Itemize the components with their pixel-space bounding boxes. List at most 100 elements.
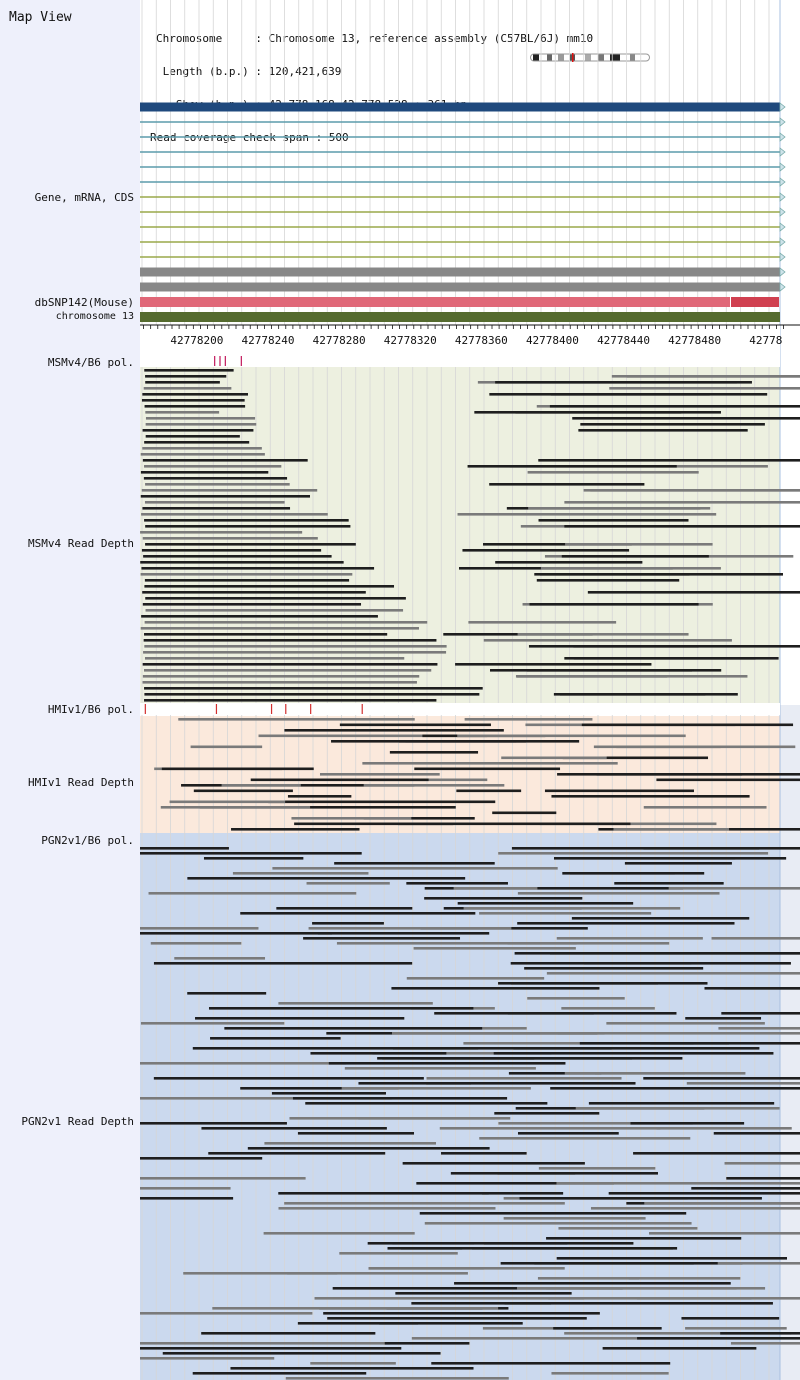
- dbsnp-bar[interactable]: [140, 297, 730, 307]
- sequence-read: [141, 615, 378, 618]
- mrna-line[interactable]: [140, 166, 780, 168]
- sequence-read: [557, 773, 743, 776]
- sequence-read: [190, 745, 263, 749]
- sequence-read: [140, 453, 265, 456]
- cds-line[interactable]: [140, 241, 780, 243]
- cds-line[interactable]: [140, 256, 780, 258]
- gene-bar[interactable]: [140, 102, 780, 112]
- sequence-read: [208, 1007, 474, 1010]
- sequence-read: [145, 543, 356, 546]
- sequence-read: [720, 1332, 800, 1335]
- sequence-read: [142, 429, 254, 432]
- sequence-read: [501, 756, 607, 760]
- sequence-read: [144, 657, 405, 660]
- mrna-line[interactable]: [140, 136, 780, 138]
- sequence-read: [143, 669, 432, 672]
- sequence-read: [199, 806, 456, 809]
- sequence-read: [143, 555, 332, 558]
- sequence-read: [498, 852, 769, 855]
- dbsnp-bar[interactable]: [731, 297, 779, 307]
- sequence-read: [686, 1082, 800, 1085]
- sequence-read: [297, 1132, 415, 1135]
- sequence-read: [508, 1072, 602, 1075]
- sequence-read: [483, 639, 732, 642]
- sequence-read: [145, 411, 220, 414]
- sequence-read: [462, 549, 630, 552]
- sequence-read: [730, 1342, 800, 1345]
- sequence-read: [538, 459, 800, 462]
- sequence-read: [704, 987, 800, 990]
- sequence-read: [140, 561, 344, 564]
- sequence-read: [327, 1317, 587, 1320]
- gray-feature-bar[interactable]: [140, 282, 780, 292]
- sequence-read: [142, 537, 318, 540]
- strand-arrow-icon: [779, 192, 786, 202]
- sequence-read: [411, 1337, 691, 1340]
- sequence-read: [564, 525, 800, 528]
- sequence-read: [142, 675, 420, 678]
- sequence-read: [482, 1327, 593, 1330]
- mrna-line[interactable]: [140, 181, 780, 183]
- sequence-read: [633, 1152, 800, 1155]
- sequence-read: [580, 423, 765, 426]
- sequence-read: [203, 857, 304, 860]
- sequence-read: [395, 1292, 572, 1295]
- sequence-read: [306, 882, 390, 885]
- sequence-read: [210, 1037, 341, 1040]
- sequence-read: [540, 573, 783, 576]
- msm-depth-label: MSMv4 Read Depth: [28, 537, 134, 550]
- sequence-read: [406, 977, 545, 980]
- sequence-read: [312, 922, 384, 925]
- sequence-read: [140, 531, 303, 534]
- sequence-read: [549, 405, 800, 408]
- ideo-band: [547, 54, 552, 61]
- sequence-read: [232, 872, 369, 875]
- ruler-tick-label: 42778320: [384, 334, 437, 347]
- sequence-read: [527, 471, 699, 474]
- chromosome-bar[interactable]: [140, 312, 780, 322]
- strand-arrow-icon: [779, 282, 786, 292]
- mrna-line[interactable]: [140, 151, 780, 153]
- sequence-read: [479, 1137, 691, 1140]
- sequence-read: [278, 1002, 433, 1005]
- sequence-read: [656, 778, 800, 782]
- strand-arrow-icon: [779, 222, 786, 232]
- chromosome-track-label: chromosome 13: [55, 311, 134, 322]
- sequence-read: [144, 585, 395, 588]
- sequence-read: [284, 1202, 565, 1205]
- sequence-read: [143, 387, 232, 390]
- sequence-read: [624, 862, 732, 865]
- sequence-read: [562, 872, 705, 875]
- cds-line[interactable]: [140, 226, 780, 228]
- sequence-read: [524, 967, 704, 970]
- sequence-read: [140, 847, 229, 850]
- sequence-read: [317, 932, 490, 935]
- sequence-read: [572, 417, 800, 420]
- sequence-read: [424, 897, 583, 900]
- sequence-read: [463, 907, 681, 910]
- sequence-read: [613, 828, 730, 831]
- sequence-read: [546, 1237, 742, 1240]
- sequence-read: [339, 1252, 458, 1255]
- sequence-read: [144, 519, 349, 522]
- sequence-read: [140, 495, 310, 498]
- cds-line[interactable]: [140, 211, 780, 213]
- ideo-band: [630, 54, 635, 61]
- sequence-read: [644, 1202, 800, 1205]
- sequence-read: [529, 603, 699, 606]
- sequence-read: [240, 912, 476, 915]
- cds-line[interactable]: [140, 196, 780, 198]
- sequence-read: [141, 549, 322, 552]
- sequence-read: [145, 417, 256, 420]
- sequence-read: [713, 1132, 800, 1135]
- sequence-read: [144, 465, 282, 468]
- ruler-tick-label: 42778: [749, 334, 782, 347]
- sequence-read: [162, 1352, 441, 1355]
- gray-feature-bar[interactable]: [140, 267, 780, 277]
- sequence-read: [144, 693, 480, 696]
- mrna-line[interactable]: [140, 121, 780, 123]
- dbsnp-track-label: dbSNP142(Mouse): [34, 296, 134, 309]
- sequence-read: [140, 1157, 263, 1160]
- sequence-read: [140, 927, 259, 930]
